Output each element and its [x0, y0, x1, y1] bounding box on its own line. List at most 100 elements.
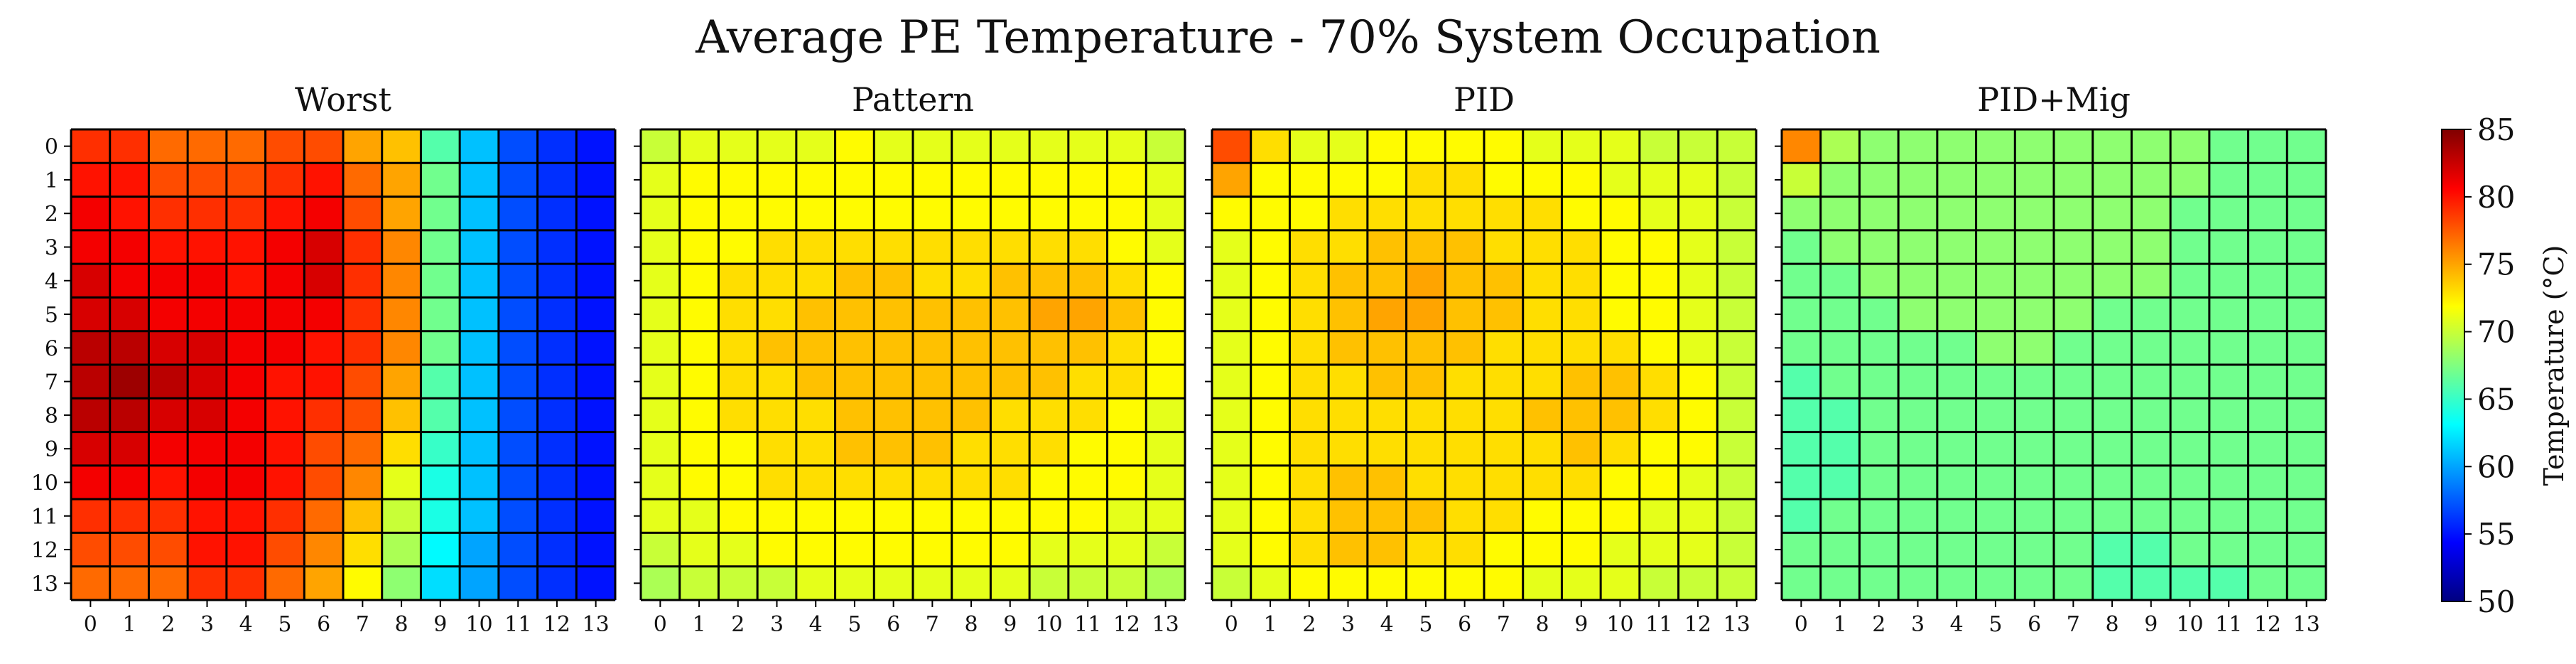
heatmap-cell [2287, 566, 2327, 601]
heatmap-cell [2054, 465, 2094, 500]
heatmap-cell [1068, 499, 1108, 534]
heatmap-cell [1445, 297, 1485, 332]
heatmap-cell [537, 264, 577, 299]
heatmap-cell [1562, 432, 1601, 466]
heatmap-cell [1678, 230, 1718, 264]
heatmap-cell [2131, 365, 2171, 399]
heatmap-cell [304, 566, 344, 601]
heatmap-cell [1937, 163, 1977, 198]
x-tick-label: 8 [2106, 612, 2119, 637]
heatmap-cell [498, 163, 539, 198]
heatmap-cell [913, 129, 953, 164]
heatmap-cell [1859, 532, 1899, 567]
heatmap-cell [265, 230, 305, 264]
heatmap-cell [1717, 532, 1757, 567]
heatmap-cell [2092, 398, 2133, 433]
heatmap-cell [2131, 331, 2171, 365]
heatmap-cell [1445, 264, 1485, 299]
heatmap-cell [421, 264, 460, 299]
heatmap-cell [835, 432, 875, 466]
heatmap-cell [2248, 566, 2288, 601]
heatmap-cell [990, 566, 1030, 601]
heatmap-cell [1820, 196, 1861, 231]
heatmap-cell [460, 163, 499, 198]
heatmap-cell [641, 465, 681, 500]
heatmap-cell [2209, 398, 2249, 433]
heatmap-cell [1562, 196, 1601, 231]
heatmap-cell [109, 365, 150, 399]
heatmap-cell [2287, 264, 2327, 299]
heatmap-cell [835, 129, 875, 164]
heatmap-cell [1639, 129, 1679, 164]
heatmap-cell [265, 331, 305, 365]
heatmap-cell [1976, 566, 2015, 601]
heatmap-cell [226, 196, 266, 231]
x-tick-label: 5 [848, 612, 861, 637]
heatmap-cell [874, 297, 914, 332]
heatmap-cell [148, 331, 188, 365]
heatmap-cell [1029, 532, 1069, 567]
heatmap-cell [718, 365, 758, 399]
colorbar-tick-label: 75 [2477, 247, 2515, 282]
heatmap-cell [2170, 432, 2210, 466]
heatmap-cell [1289, 129, 1329, 164]
heatmap-cell [641, 230, 681, 264]
heatmap-cell [990, 532, 1030, 567]
panel-title: Pattern [852, 80, 974, 119]
heatmap-cell [1068, 230, 1108, 264]
heatmap-cell [874, 129, 914, 164]
heatmap-cell [148, 499, 188, 534]
heatmap-cell [718, 230, 758, 264]
y-tick-label: 8 [45, 404, 58, 429]
heatmap-cell [2015, 163, 2055, 198]
heatmap-cell [1976, 196, 2015, 231]
heatmap-cell [1562, 230, 1601, 264]
x-tick-label: 9 [2144, 612, 2158, 637]
heatmap-cell [2170, 532, 2210, 567]
heatmap-cell [1782, 398, 1822, 433]
heatmap-cell [913, 566, 953, 601]
heatmap-cell [718, 432, 758, 466]
heatmap-cell [1289, 264, 1329, 299]
heatmap-cell [188, 532, 227, 567]
heatmap-cell [381, 331, 422, 365]
heatmap-cell [835, 499, 875, 534]
heatmap-cell [1937, 398, 1977, 433]
heatmap-cell [641, 129, 681, 164]
heatmap-cell [2054, 331, 2094, 365]
heatmap-cell [71, 129, 111, 164]
heatmap-cell [1289, 365, 1329, 399]
heatmap-cell [951, 398, 992, 433]
heatmap-cell [226, 398, 266, 433]
heatmap-cell [913, 532, 953, 567]
heatmap-cell [148, 566, 188, 601]
heatmap-cell [1289, 532, 1329, 567]
heatmap-cell [679, 163, 720, 198]
heatmap-cell [1406, 297, 1446, 332]
heatmap-cell [2015, 432, 2055, 466]
heatmap-cell [1328, 230, 1368, 264]
heatmap-cell [265, 566, 305, 601]
heatmap-cell [757, 365, 797, 399]
heatmap-cell [796, 398, 836, 433]
heatmap-cell [148, 230, 188, 264]
heatmap-cell [2015, 129, 2055, 164]
heatmap-cell [381, 365, 422, 399]
heatmap-cell [1289, 398, 1329, 433]
heatmap-cell [1782, 129, 1822, 164]
heatmap-cell [1406, 163, 1446, 198]
heatmap-cell [1937, 499, 1977, 534]
heatmap-cell [679, 499, 720, 534]
heatmap-cell [2131, 230, 2171, 264]
heatmap-cell [1445, 532, 1485, 567]
heatmap-cell [226, 465, 266, 500]
heatmap-cell [1562, 532, 1601, 567]
heatmap-cell [1859, 432, 1899, 466]
heatmap-cell [109, 398, 150, 433]
heatmap-cell [1976, 163, 2015, 198]
y-tick-label: 9 [45, 437, 58, 462]
heatmap-cell [2015, 230, 2055, 264]
heatmap-cell [2170, 365, 2210, 399]
heatmap-cell [576, 499, 616, 534]
